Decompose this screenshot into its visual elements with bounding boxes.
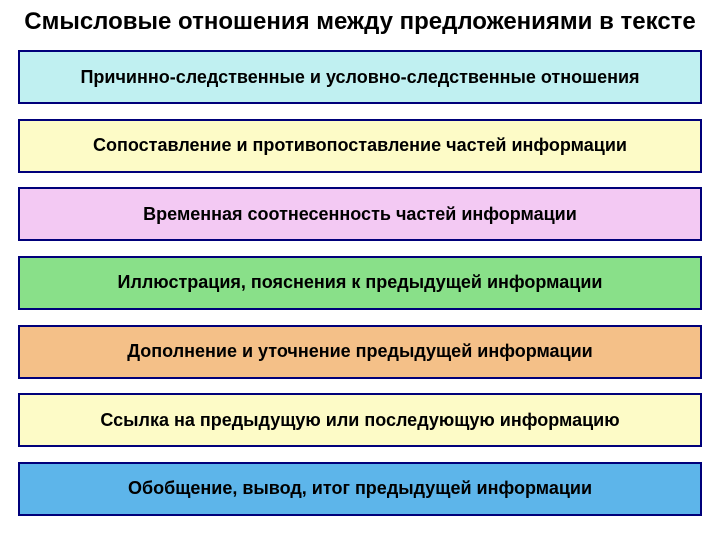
item-label: Причинно-следственные и условно-следстве… <box>80 67 639 88</box>
slide: Смысловые отношения между предложениями … <box>0 0 720 540</box>
item-label: Дополнение и уточнение предыдущей информ… <box>127 341 593 362</box>
items-list: Причинно-следственные и условно-следстве… <box>18 50 702 522</box>
item-label: Ссылка на предыдущую или последующую инф… <box>100 410 619 431</box>
item-addition: Дополнение и уточнение предыдущей информ… <box>18 325 702 379</box>
item-illustration: Иллюстрация, пояснения к предыдущей инфо… <box>18 256 702 310</box>
item-comparison: Сопоставление и противопоставление часте… <box>18 119 702 173</box>
item-temporal: Временная соотнесенность частей информац… <box>18 187 702 241</box>
slide-title: Смысловые отношения между предложениями … <box>18 8 702 36</box>
item-generalization: Обобщение, вывод, итог предыдущей информ… <box>18 462 702 516</box>
item-label: Временная соотнесенность частей информац… <box>143 204 577 225</box>
item-reference: Ссылка на предыдущую или последующую инф… <box>18 393 702 447</box>
item-label: Сопоставление и противопоставление часте… <box>93 135 627 156</box>
item-causal: Причинно-следственные и условно-следстве… <box>18 50 702 104</box>
item-label: Обобщение, вывод, итог предыдущей информ… <box>128 478 592 499</box>
item-label: Иллюстрация, пояснения к предыдущей инфо… <box>118 272 603 293</box>
